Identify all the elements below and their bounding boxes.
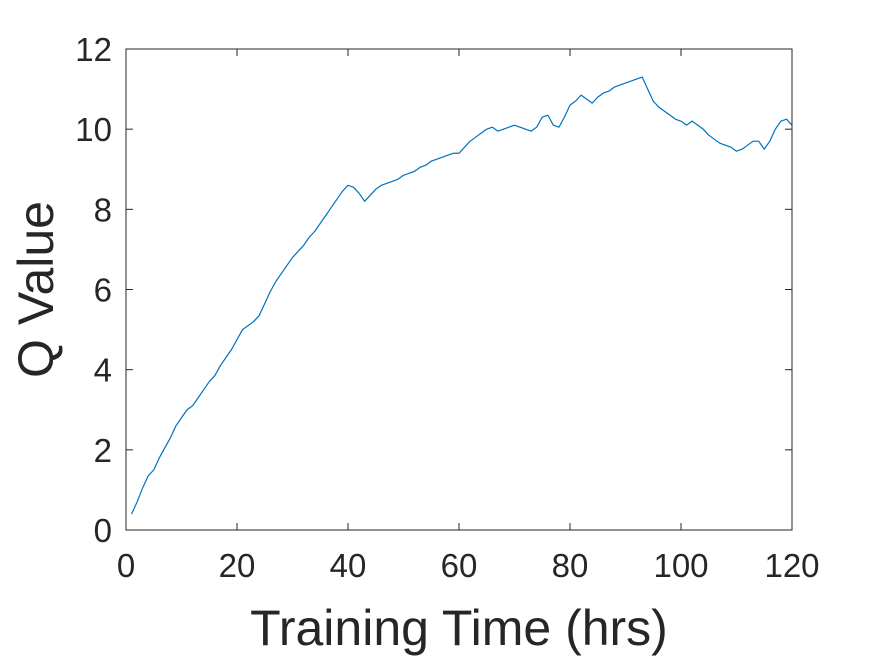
y-tick-label: 10 — [75, 111, 112, 148]
x-axis-title: Training Time (hrs) — [250, 600, 668, 656]
y-tick-label: 2 — [94, 432, 112, 469]
y-tick-label: 4 — [94, 352, 112, 389]
x-axis: 0 20 40 60 80 100 120 — [117, 49, 820, 584]
x-tick-label: 40 — [330, 547, 367, 584]
x-tick-label: 100 — [653, 547, 708, 584]
y-tick-label: 0 — [94, 512, 112, 549]
y-axis-title: Q Value — [8, 201, 64, 378]
series-layer — [131, 76, 793, 515]
x-tick-label: 0 — [117, 547, 135, 584]
y-tick-label: 12 — [75, 31, 112, 68]
x-tick-label: 60 — [441, 547, 478, 584]
y-tick-label: 8 — [94, 191, 112, 228]
x-tick-label: 120 — [764, 547, 819, 584]
y-tick-label: 6 — [94, 272, 112, 309]
y-axis: 0 2 4 6 8 10 12 — [75, 31, 792, 549]
x-tick-label: 80 — [552, 547, 589, 584]
series-line — [131, 76, 793, 515]
x-tick-label: 20 — [219, 547, 256, 584]
